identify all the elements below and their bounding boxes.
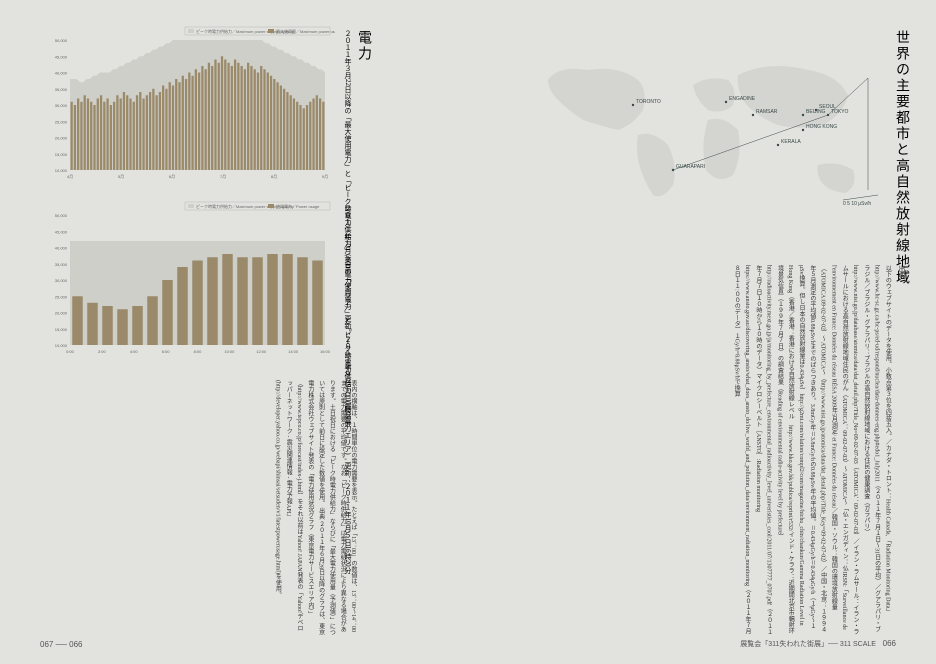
svg-text:15,000: 15,000 [55, 152, 68, 157]
svg-text:GUARAPARI: GUARAPARI [676, 164, 705, 170]
svg-text:0:00: 0:00 [66, 349, 75, 354]
svg-text:RAMSAR: RAMSAR [756, 109, 778, 115]
svg-text:25,000: 25,000 [55, 119, 68, 124]
svg-text:4:00: 4:00 [130, 349, 139, 354]
left-sources: 表内の横軸は、１時間単位の電力需要を表示。たとえば「13：00」の数値は、13：… [272, 380, 358, 635]
scale-label: 0 5 10 μSv/h [843, 201, 871, 207]
svg-text:TORONTO: TORONTO [636, 99, 661, 105]
svg-text:15,000: 15,000 [55, 327, 68, 332]
svg-text:30,000: 30,000 [55, 278, 68, 283]
svg-text:25,000: 25,000 [55, 294, 68, 299]
left-page: 電力 ２０１１年３月22日以降の「最大使用電力」と「ピーク時電力供給力」(東京電… [0, 0, 468, 664]
power-chart-1: ピーク時電力供給力／Maximum power supply capacity … [45, 25, 335, 185]
svg-text:20,000: 20,000 [55, 136, 68, 141]
svg-text:5月: 5月 [118, 174, 124, 179]
svg-text:50,000: 50,000 [55, 213, 68, 218]
power-chart-2: ピーク時電力供給力／Maximum power supply capacity … [45, 200, 335, 360]
page-number-right: 展覧会「311失われた街展」── 311 SCALE 066 [740, 639, 896, 649]
svg-text:最大使用量／Maximum power usage: 最大使用量／Maximum power usage [276, 28, 335, 34]
svg-text:50,000: 50,000 [55, 38, 68, 43]
svg-text:35,000: 35,000 [55, 87, 68, 92]
sources-text-left: 表内の横軸は、１時間単位の電力需要を表示。たとえば「13：00」の数値は、13：… [272, 380, 358, 635]
svg-text:6:00: 6:00 [162, 349, 171, 354]
svg-text:9月: 9月 [322, 174, 328, 179]
svg-text:20,000: 20,000 [55, 311, 68, 316]
svg-text:45,000: 45,000 [55, 54, 68, 59]
svg-text:35,000: 35,000 [55, 262, 68, 267]
svg-text:40,000: 40,000 [55, 246, 68, 251]
svg-text:14:00: 14:00 [288, 349, 299, 354]
sources-text-right: 以下のウェブサイトのデータを使用。小数点第３位を四捨五入。／カナダ・トロント：H… [730, 265, 892, 635]
svg-text:10:00: 10:00 [224, 349, 235, 354]
svg-text:4月: 4月 [67, 174, 73, 179]
svg-text:40,000: 40,000 [55, 71, 68, 76]
svg-text:10,000: 10,000 [55, 168, 68, 173]
svg-text:KERALA: KERALA [781, 139, 801, 145]
svg-text:使用電力／Power usage: 使用電力／Power usage [276, 203, 320, 209]
svg-text:8:00: 8:00 [194, 349, 203, 354]
svg-text:16:00: 16:00 [320, 349, 331, 354]
svg-text:10,000: 10,000 [55, 343, 68, 348]
sources-heading-right: 出典 [895, 265, 908, 635]
world-map: TORONTOGUARAPARISEOULBEIJINGTOKYOHONG KO… [528, 30, 888, 230]
svg-text:6月: 6月 [169, 174, 175, 179]
svg-text:HONG KONG: HONG KONG [806, 124, 837, 130]
svg-text:45,000: 45,000 [55, 229, 68, 234]
right-sources: 出典 以下のウェブサイトのデータを使用。小数点第３位を四捨五入。／カナダ・トロン… [730, 265, 908, 635]
left-title: 電力 [353, 30, 373, 62]
svg-text:12:00: 12:00 [256, 349, 267, 354]
svg-text:30,000: 30,000 [55, 103, 68, 108]
svg-text:ENGADINE: ENGADINE [729, 96, 756, 102]
svg-text:2:00: 2:00 [98, 349, 107, 354]
right-title: 世界の主要都市と高自然放射線地域 [891, 30, 911, 286]
page-number-left: 067 ── 066 [40, 640, 83, 649]
svg-text:BEIJING: BEIJING [806, 109, 826, 115]
right-page: 世界の主要都市と高自然放射線地域 TORONTOGUARAPARISEOULBE… [468, 0, 936, 664]
svg-text:7月: 7月 [220, 174, 226, 179]
svg-text:8月: 8月 [271, 174, 277, 179]
